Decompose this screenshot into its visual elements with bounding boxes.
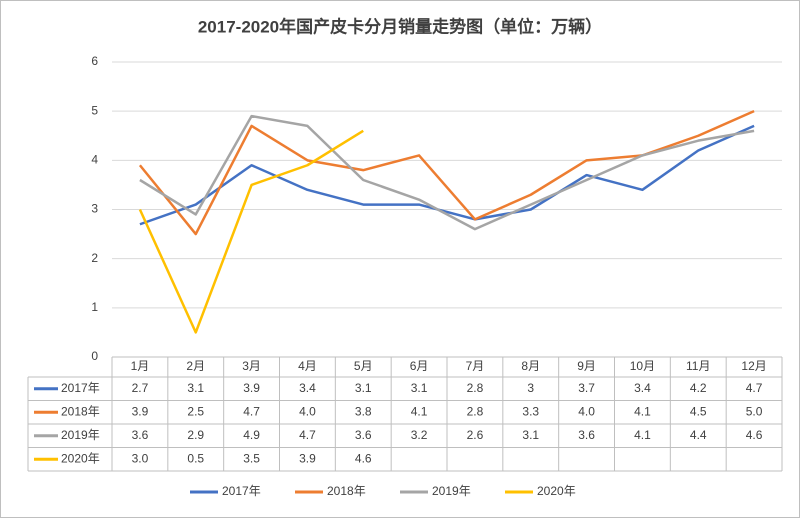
- y-tick-label: 2: [91, 251, 98, 265]
- table-value: 2.5: [187, 404, 204, 418]
- table-value: 2.6: [467, 428, 484, 442]
- table-series-name: 2019年: [61, 428, 100, 442]
- table-value: 3.6: [578, 428, 595, 442]
- table-series-name: 2020年: [61, 451, 100, 465]
- table-value: 3.9: [299, 451, 316, 465]
- table-value: 3.8: [355, 404, 372, 418]
- x-tick-label: 5月: [354, 359, 373, 373]
- table-value: 3.5: [243, 451, 260, 465]
- legend-label: 2019年: [432, 484, 471, 498]
- series-line: [139, 124, 755, 226]
- x-tick-label: 9月: [577, 359, 596, 373]
- table-value: 4.9: [243, 428, 260, 442]
- table-value: 4.4: [690, 428, 707, 442]
- table-value: 4.6: [746, 428, 763, 442]
- table-value: 3.2: [411, 428, 428, 442]
- x-tick-label: 12月: [741, 359, 766, 373]
- series-line: [139, 114, 755, 231]
- y-tick-label: 4: [91, 153, 98, 167]
- x-tick-label: 11月: [686, 359, 710, 373]
- table-value: 2.9: [187, 428, 204, 442]
- table-value: 4.0: [299, 404, 316, 418]
- x-tick-label: 4月: [298, 359, 317, 373]
- table-value: 3: [527, 381, 534, 395]
- table-value: 2.8: [467, 381, 484, 395]
- y-tick-label: 3: [91, 202, 98, 216]
- chart-title: 2017-2020年国产皮卡分月销量走势图（单位：万辆）: [198, 16, 602, 36]
- table-value: 4.2: [690, 381, 707, 395]
- table-value: 5.0: [746, 404, 763, 418]
- table-value: 3.1: [522, 428, 539, 442]
- table-value: 3.6: [355, 428, 372, 442]
- table-value: 4.1: [634, 428, 651, 442]
- table-value: 3.9: [243, 381, 260, 395]
- table-value: 3.9: [132, 404, 149, 418]
- legend-label: 2018年: [327, 484, 366, 498]
- table-value: 3.3: [522, 404, 539, 418]
- table-value: 0.5: [187, 451, 204, 465]
- table-value: 4.0: [578, 404, 595, 418]
- y-tick-label: 6: [91, 54, 98, 68]
- table-series-name: 2017年: [61, 381, 100, 395]
- table-value: 3.1: [411, 381, 428, 395]
- legend-label: 2020年: [537, 484, 576, 498]
- table-value: 3.6: [132, 428, 149, 442]
- y-tick-label: 5: [91, 103, 98, 117]
- x-tick-label: 7月: [466, 359, 485, 373]
- table-value: 3.0: [132, 451, 149, 465]
- table-value: 3.1: [355, 381, 372, 395]
- table-value: 4.7: [746, 381, 763, 395]
- y-tick-label: 1: [91, 300, 98, 314]
- table-value: 4.1: [634, 404, 651, 418]
- x-tick-label: 3月: [242, 359, 261, 373]
- y-tick-label: 0: [91, 349, 98, 363]
- table-value: 3.4: [299, 381, 316, 395]
- table-series-name: 2018年: [61, 404, 100, 418]
- table-value: 4.7: [299, 428, 316, 442]
- series-line: [138, 129, 364, 334]
- table-value: 4.5: [690, 404, 707, 418]
- x-tick-label: 10月: [630, 359, 655, 373]
- table-value: 3.4: [634, 381, 651, 395]
- table-value: 3.7: [578, 381, 595, 395]
- x-tick-label: 8月: [521, 359, 540, 373]
- table-value: 2.8: [467, 404, 484, 418]
- table-value: 4.7: [243, 404, 260, 418]
- table-value: 3.1: [187, 381, 204, 395]
- x-tick-label: 1月: [131, 359, 150, 373]
- table-value: 2.7: [132, 381, 149, 395]
- x-tick-label: 6月: [410, 359, 429, 373]
- legend-label: 2017年: [222, 484, 261, 498]
- x-tick-label: 2月: [186, 359, 205, 373]
- table-value: 4.6: [355, 451, 372, 465]
- table-value: 4.1: [411, 404, 428, 418]
